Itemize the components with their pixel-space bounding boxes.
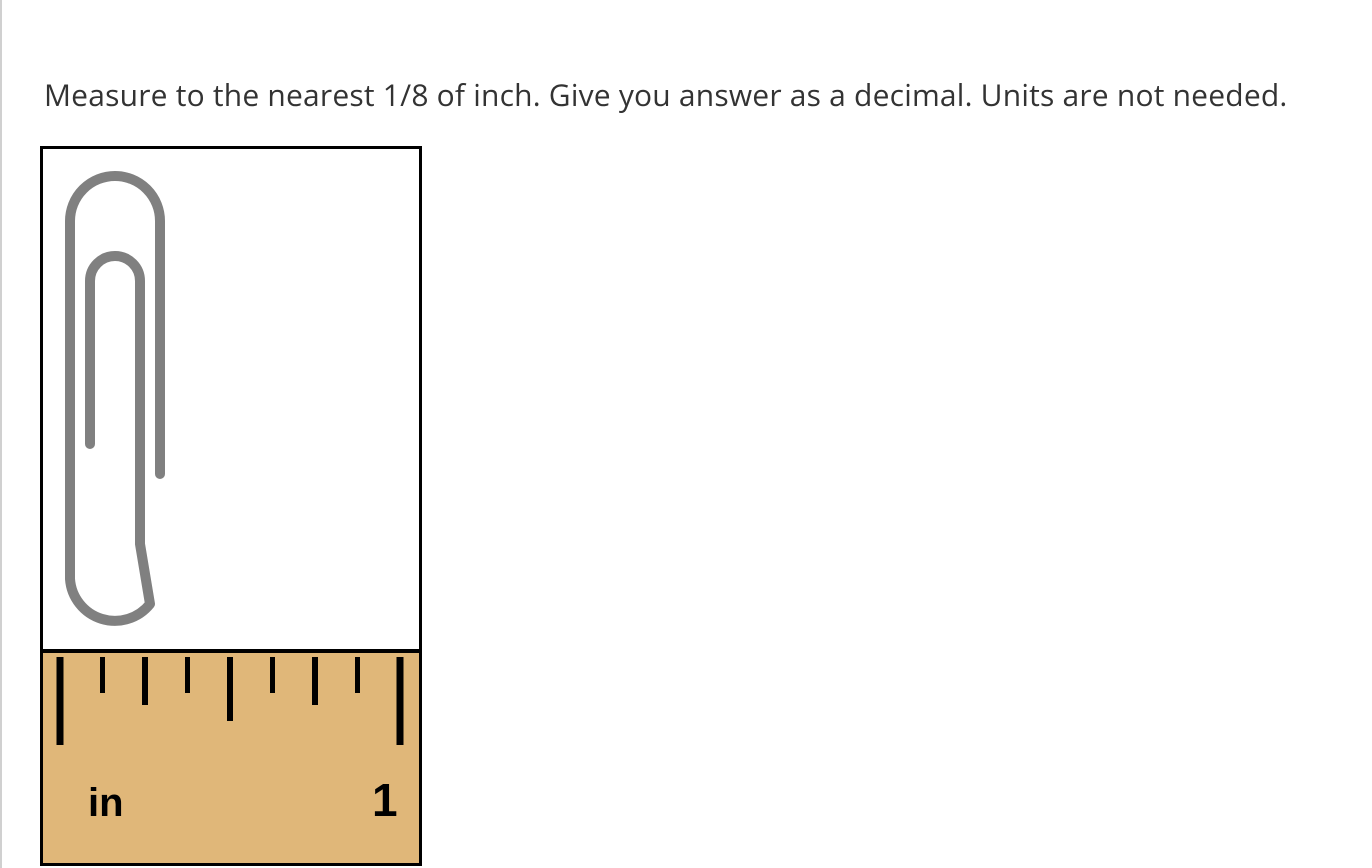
question-text: Measure to the nearest 1/8 of inch. Give…: [44, 74, 1288, 115]
page: Measure to the nearest 1/8 of inch. Give…: [0, 0, 1372, 868]
ruler-number-1: 1: [372, 774, 398, 826]
figure-svg: in 1: [40, 146, 422, 866]
page-left-border: [0, 0, 2, 868]
measurement-figure: in 1: [40, 146, 422, 868]
ruler-unit-label: in: [88, 781, 124, 825]
